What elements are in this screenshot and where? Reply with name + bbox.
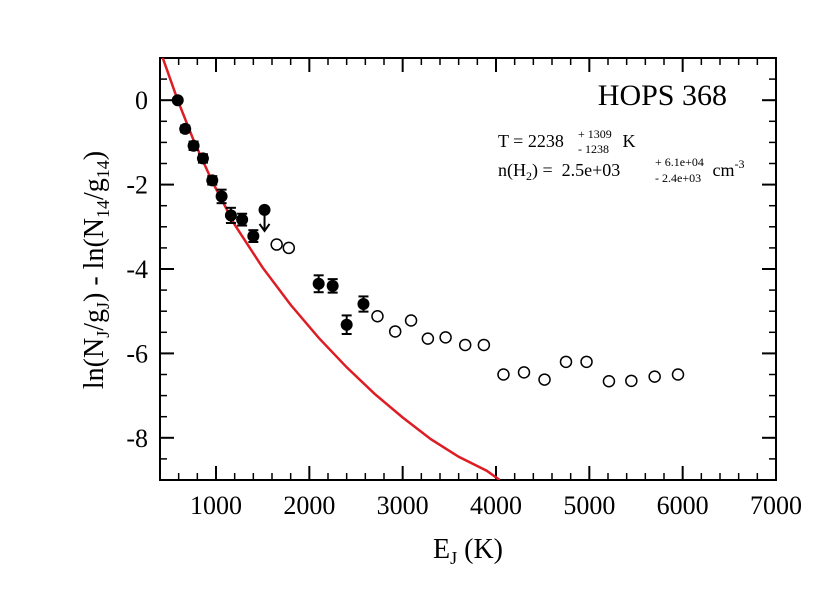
undetected-point [671,368,685,381]
undetected-point [497,368,510,381]
data-points [171,94,685,388]
y-tick-label: -8 [126,424,148,453]
x-tick-label: 6000 [657,491,709,520]
undetected-point [439,331,452,344]
detected-point [340,318,353,331]
detected-point [236,213,249,226]
detected-point [206,174,219,187]
x-tick-label: 4000 [470,491,522,520]
x-axis-title: EJ (K) [433,534,503,568]
undetected-point [648,370,661,383]
temperature-annotation: T = 2238 + 1309 - 1238 K [498,127,636,156]
undetected-point [477,338,491,352]
density-unit-exponent: -3 [735,157,745,171]
svg-text:n(H2) = 2.5e+03: n(H2) = 2.5e+03 [498,160,620,183]
x-tick-label: 7000 [750,491,802,520]
y-tick-labels: 0 -2 -4 -6 -8 [126,86,148,453]
x-tick-label: 1000 [190,491,242,520]
chart-title: HOPS 368 [598,79,727,112]
y-axis-title: ln(NJ/gJ) - ln(N14/g14) [79,151,113,389]
undetected-point [517,366,531,379]
density-lower-error: - 2.4e+03 [655,171,701,185]
upper-limit-arrowhead [258,223,271,233]
detected-point [224,209,237,222]
undetected-point [580,355,593,369]
undetected-point [404,314,418,327]
undetected-point [625,374,638,388]
temperature-value: T = 2238 [498,131,564,151]
temperature-lower-error: - 1238 [578,142,609,156]
undetected-point [282,241,296,255]
x-tick-label: 3000 [377,491,429,520]
undetected-point [538,373,551,386]
detected-point [196,152,209,165]
undetected-point [559,355,573,369]
detected-point [357,298,370,311]
temperature-upper-error: + 1309 [578,127,612,141]
detected-point [247,230,260,243]
temperature-unit: K [618,131,636,151]
detected-point [171,94,184,107]
axis-ticks [160,58,777,480]
y-tick-label: 0 [135,86,148,115]
density-annotation: n(H2) = 2.5e+03 + 6.1e+04 - 2.4e+03 cm-3 [498,155,745,185]
undetected-point [270,238,283,251]
undetected-point [421,332,435,345]
y-tick-label: -4 [126,255,148,284]
density-unit: cm [708,160,735,180]
density-value: ) = 2.5e+03 [532,160,620,181]
density-upper-error: + 6.1e+04 [655,155,704,169]
x-tick-label: 2000 [283,491,335,520]
x-tick-labels: 1000 2000 3000 4000 5000 6000 7000 [190,491,802,520]
detected-point [215,190,228,203]
undetected-point [602,375,616,388]
undetected-point [371,310,384,323]
svg-text:cm-3: cm-3 [708,157,745,180]
density-label: n(H [498,160,526,181]
detected-point [312,277,325,290]
detected-point [179,122,192,135]
undetected-point [388,325,402,338]
y-tick-label: -2 [126,171,148,200]
fit-curve [161,58,501,480]
undetected-point [458,338,472,352]
x-tick-label: 5000 [563,491,615,520]
density-h2-subscript: 2 [526,169,532,183]
plot-frame [159,57,777,481]
y-tick-label: -6 [126,339,148,368]
detected-point [187,139,200,152]
detected-point [326,279,339,292]
